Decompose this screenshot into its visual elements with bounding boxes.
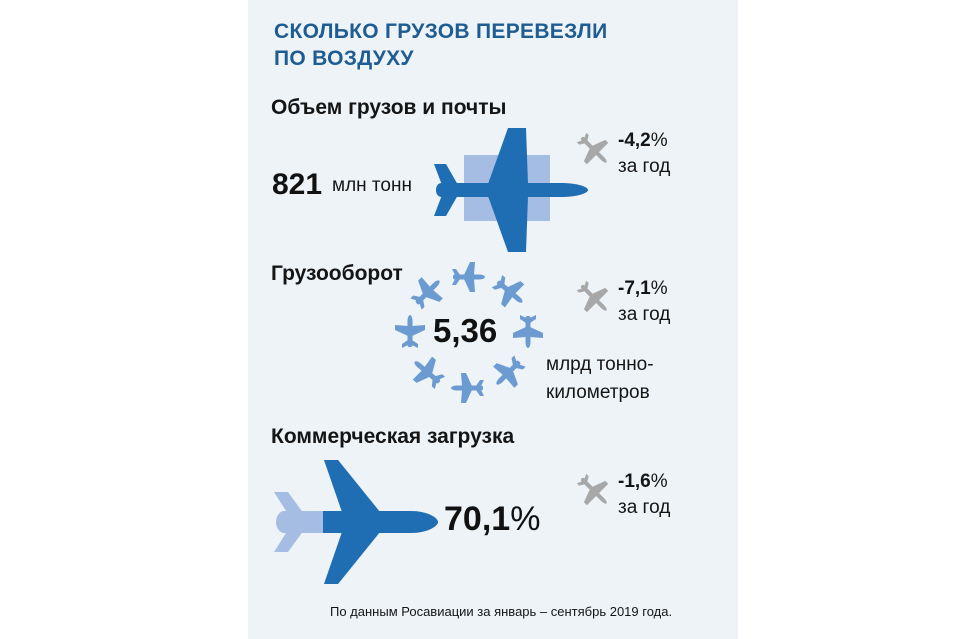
unit-line-1: млрд тонно-	[546, 354, 654, 375]
descending-airplane-icon	[576, 473, 609, 506]
change-value: -7,1%	[618, 278, 668, 299]
title-line-2: ПО ВОЗДУХУ	[274, 47, 414, 70]
footnote: По данным Росавиации за январь – сентябр…	[330, 604, 673, 619]
descending-airplane-icon	[576, 132, 609, 165]
section-heading-cargo-volume: Объем грузов и почты	[271, 96, 507, 119]
airplane-icon	[434, 128, 588, 252]
load-factor-value: 70,1%	[444, 500, 541, 538]
section-heading-load-factor: Коммерческая загрузка	[271, 425, 515, 448]
infographic-title: СКОЛЬКО ГРУЗОВ ПЕРЕВЕЗЛИ ПО ВОЗДУХУ	[274, 18, 607, 72]
unit-line-2: километров	[546, 382, 650, 403]
change-label: за год	[618, 497, 671, 518]
title-line-1: СКОЛЬКО ГРУЗОВ ПЕРЕВЕЗЛИ	[274, 20, 608, 43]
descending-airplane-icon	[576, 280, 609, 313]
freight-turnover-unit: млрд тонно- километров	[546, 351, 654, 407]
cargo-volume-value: 821	[272, 168, 323, 201]
change-value: -1,6%	[618, 471, 668, 492]
change-label: за год	[618, 304, 671, 325]
change-value: -4,2%	[618, 130, 668, 151]
freight-turnover-value: 5,36	[433, 312, 498, 349]
section-heading-freight-turnover: Грузооборот	[271, 262, 403, 285]
change-label: за год	[618, 156, 671, 177]
cargo-volume-unit: млн тонн	[332, 175, 412, 196]
